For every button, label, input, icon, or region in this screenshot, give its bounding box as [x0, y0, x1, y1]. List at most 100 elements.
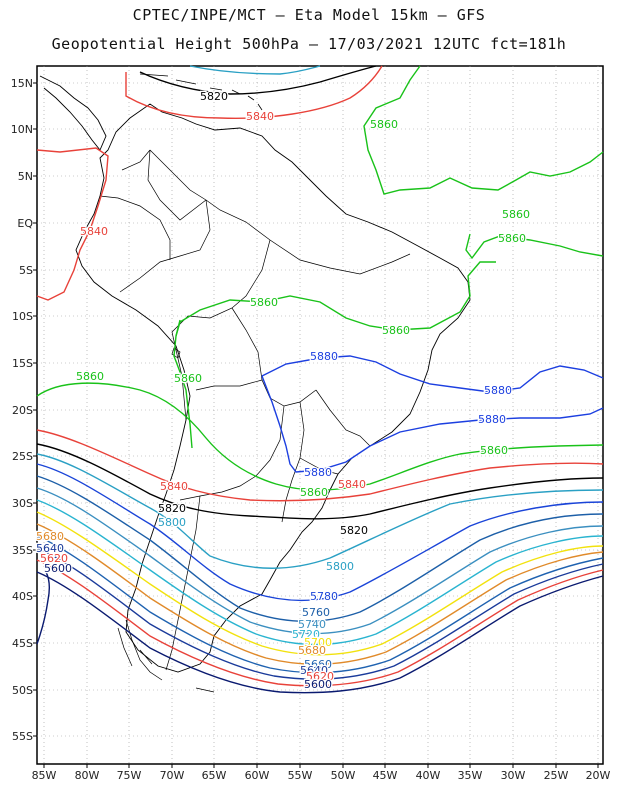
contour-label: 5880	[310, 350, 338, 363]
contour-label: 5700	[304, 636, 332, 649]
contour-label: 5620	[306, 670, 334, 683]
lon-tick-label: 20W	[586, 769, 611, 782]
contour-label: 5840	[338, 478, 366, 491]
lat-tick-label: 10N	[11, 123, 33, 136]
contour-5600	[36, 571, 604, 694]
contour-label: 5740	[298, 618, 326, 631]
lon-tick-label: 60W	[245, 769, 270, 782]
contour-5860	[173, 319, 193, 449]
contour-5680	[36, 523, 604, 665]
contour-label: 5660	[304, 658, 332, 671]
contour-label: 5820	[158, 502, 186, 515]
lon-tick-label: 30W	[501, 769, 526, 782]
contour-label: 5880	[304, 466, 332, 479]
lon-tick-label: 25W	[544, 769, 569, 782]
lon-tick-label: 35W	[458, 769, 483, 782]
contour-5660	[36, 535, 604, 674]
contour-5640	[36, 547, 604, 680]
lat-tick-label: 45S	[12, 637, 33, 650]
contour-label: 5860	[382, 324, 410, 337]
central-america-coastline	[39, 75, 107, 151]
lat-tick-label: 15N	[11, 77, 33, 90]
contour-5860	[175, 261, 496, 337]
contour-label: 5840	[160, 480, 188, 493]
map-title: CPTEC/INPE/MCT – Eta Model 15km – GFS	[132, 6, 486, 24]
contour-label: 5860	[250, 296, 278, 309]
contour-5840	[125, 65, 383, 119]
lat-tick-label: 55S	[12, 730, 33, 743]
contour-label: 5720	[292, 628, 320, 641]
lon-tick-label: 75W	[117, 769, 142, 782]
contour-5600	[36, 571, 51, 645]
contour-5840	[36, 429, 604, 502]
contour-5820	[139, 65, 377, 95]
map-frame	[36, 65, 604, 765]
contour-5880	[261, 375, 604, 473]
contour-label: 5820	[200, 90, 228, 103]
contour-label: 5840	[80, 225, 108, 238]
contour-5860	[36, 382, 604, 491]
contour-label: 5600	[44, 562, 72, 575]
caribbean-islands	[139, 73, 263, 111]
lat-tick-label: 50S	[12, 684, 33, 697]
latitude-labels: 15N 10N 5N EQ 5S 10S 15S 20S 25S 30S 35S 40S 45S 50S 5…	[11, 77, 34, 743]
contour-label: 5620	[40, 552, 68, 565]
southern-islands	[117, 619, 215, 693]
contour-label: 5640	[300, 664, 328, 677]
contour-label: 5680	[36, 530, 64, 543]
lon-tick-label: 55W	[288, 769, 313, 782]
contour-label: 5880	[484, 384, 512, 397]
contour-5700	[36, 511, 604, 656]
contour-label: 5860	[174, 372, 202, 385]
lon-tick-label: 65W	[202, 769, 227, 782]
contour-lines	[36, 65, 604, 694]
contour-5860	[363, 65, 604, 195]
contour-5800	[36, 453, 604, 569]
contour-label: 5760	[302, 606, 330, 619]
contour-5800	[189, 65, 321, 75]
lat-tick-label: 35S	[12, 544, 33, 557]
contour-label: 5860	[502, 208, 530, 221]
lon-tick-label: 40W	[416, 769, 441, 782]
contour-label: 5600	[304, 678, 332, 691]
contour-label: 5860	[300, 486, 328, 499]
lon-tick-label: 45W	[373, 769, 398, 782]
lat-tick-label: 25S	[12, 450, 33, 463]
contour-label: 5860	[370, 118, 398, 131]
lon-tick-label: 85W	[32, 769, 57, 782]
contour-label: 5860	[480, 444, 508, 457]
contour-5780	[36, 463, 604, 602]
lon-tick-label: 80W	[75, 769, 100, 782]
contour-label: 5780	[310, 590, 338, 603]
lat-tick-label: 15S	[12, 357, 33, 370]
contour-label: 5860	[76, 370, 104, 383]
contour-label: 5860	[498, 232, 526, 245]
lat-tick-label: 30S	[12, 497, 33, 510]
contour-label: 5800	[326, 560, 354, 573]
contour-label: 5680	[298, 644, 326, 657]
contour-5720	[36, 499, 604, 646]
lat-tick-label: EQ	[17, 217, 33, 230]
contour-label: 5880	[478, 413, 506, 426]
lake	[171, 347, 181, 359]
south-america-coastline	[75, 103, 471, 673]
contour-label: 5640	[36, 542, 64, 555]
contour-label: 5800	[158, 516, 186, 529]
contour-5860	[465, 233, 604, 260]
contour-label: 5820	[340, 524, 368, 537]
longitude-labels: 85W 80W 75W 70W 65W 60W 55W 50W 45W 40W 35W 30W 25W 2…	[32, 769, 611, 782]
map-subtitle: Geopotential Height 500hPa – 17/03/2021 …	[51, 35, 567, 53]
contour-labels: 5820 5840 5860 5860 5860 5840 5860 5860 5880 5880…	[35, 89, 532, 693]
contour-5840	[36, 147, 109, 301]
lat-tick-label: 40S	[12, 590, 33, 603]
contour-5740	[36, 487, 604, 635]
contour-5620	[36, 559, 604, 687]
contour-label: 5840	[246, 110, 274, 123]
lat-tick-label: 10S	[12, 310, 33, 323]
contour-5760	[36, 475, 604, 623]
lon-tick-label: 50W	[331, 769, 356, 782]
lat-tick-label: 20S	[12, 404, 33, 417]
contour-5820	[36, 443, 604, 520]
lat-tick-label: 5N	[18, 170, 33, 183]
